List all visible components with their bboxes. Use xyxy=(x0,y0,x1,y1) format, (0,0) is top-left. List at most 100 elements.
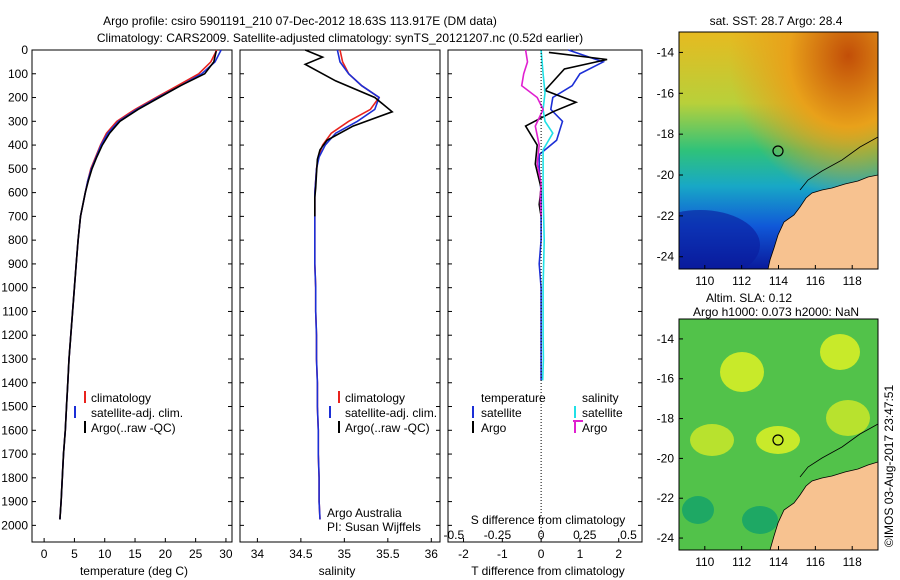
salinity-x-tick-label: 34.5 xyxy=(289,547,313,561)
depth-tick-label: 400 xyxy=(8,138,28,152)
depth-tick-label: 700 xyxy=(8,209,28,223)
depth-tick-label: 1000 xyxy=(1,281,28,295)
depth-tick-label: 1300 xyxy=(1,352,28,366)
legend-label-sal-satellite: satellite xyxy=(582,406,623,420)
map-x-tick-label: 114 xyxy=(769,555,788,569)
series-line-argo-raw-qc- xyxy=(303,49,394,217)
series-line-temperature-satellite xyxy=(538,49,606,381)
sst-map-title: sat. SST: 28.7 Argo: 28.4 xyxy=(710,14,843,28)
map-x-tick-label: 110 xyxy=(695,555,714,569)
depth-tick-label: 300 xyxy=(8,114,28,128)
sla-high-patch xyxy=(820,334,860,370)
map-x-tick-label: 116 xyxy=(806,555,825,569)
sla-argo-location-marker xyxy=(772,434,784,446)
salinity-xlabel: salinity xyxy=(319,564,356,578)
depth-tick-label: 600 xyxy=(8,186,28,200)
sla-low-patch xyxy=(742,506,778,534)
difference-x-tick-label: 1 xyxy=(577,547,584,561)
salinity-note-1: Argo Australia xyxy=(327,506,402,520)
legend-label-satellite: satellite-adj. clim. xyxy=(91,406,183,420)
depth-tick-label: 1500 xyxy=(1,400,28,414)
sla-map-axes: -14 -16 -18 -20 -22 -24 110 112 114 116 118 xyxy=(657,332,862,569)
salinity-difference-tick-label: -0.5 xyxy=(443,528,464,542)
sla-map-title-1: Altim. SLA: 0.12 xyxy=(706,291,792,305)
map-y-tick-label: -18 xyxy=(657,412,675,426)
map-y-tick-label: -24 xyxy=(657,531,675,545)
difference-top-axis-label: S difference from climatology xyxy=(471,513,626,527)
depth-tick-label: 800 xyxy=(8,233,28,247)
map-x-tick-label: 116 xyxy=(806,274,825,288)
map-x-tick-label: 110 xyxy=(695,274,714,288)
depth-tick-label: 1900 xyxy=(1,495,28,509)
depth-tick-label: 1700 xyxy=(1,447,28,461)
series-line-temperature-argo xyxy=(524,51,608,217)
sla-high-patch xyxy=(690,424,734,456)
map-x-tick-label: 118 xyxy=(843,274,862,288)
series-line-salinity-satellite xyxy=(540,49,554,381)
depth-tick-label: 500 xyxy=(8,162,28,176)
legend-title-salinity: salinity xyxy=(582,391,619,405)
difference-plot: -2 -1 0 1 2 -0.5 -0.25 0 0.25 0.5 xyxy=(443,49,637,561)
salinity-difference-tick-label: 0 xyxy=(538,528,545,542)
title-line-2: Climatology: CARS2009. Satellite-adjuste… xyxy=(97,31,583,45)
depth-tick-label: 200 xyxy=(8,91,28,105)
map-x-tick-label: 112 xyxy=(732,274,751,288)
depth-tick-label: 1200 xyxy=(1,328,28,342)
map-y-tick-label: -20 xyxy=(657,451,675,465)
map-y-tick-label: -14 xyxy=(657,45,675,59)
legend-label-satellite: satellite-adj. clim. xyxy=(345,406,437,420)
legend-label-sal-argo: Argo xyxy=(582,421,608,435)
difference-x-tick-label: 0 xyxy=(538,547,545,561)
sla-low-patch xyxy=(682,496,714,524)
depth-tick-label: 1600 xyxy=(1,423,28,437)
salinity-panel-frame xyxy=(239,49,441,543)
salinity-x-tick-label: 35.5 xyxy=(376,547,400,561)
salinity-difference-tick-label: 0.5 xyxy=(620,528,637,542)
sst-land xyxy=(767,174,878,269)
salinity-x-tick-label: 35 xyxy=(338,547,352,561)
salinity-note-2: PI: Susan Wijffels xyxy=(327,520,421,534)
legend-label-temp-satellite: satellite xyxy=(481,406,522,420)
temperature-x-tick-label: 0 xyxy=(41,547,48,561)
sst-argo-location-marker xyxy=(772,145,784,157)
map-x-tick-label: 112 xyxy=(732,555,751,569)
legend-label-argo: Argo(..raw -QC) xyxy=(91,421,176,435)
temperature-x-tick-label: 20 xyxy=(159,547,173,561)
depth-tick-label: 900 xyxy=(8,257,28,271)
map-y-tick-label: -20 xyxy=(657,168,675,182)
legend-title-temperature: temperature xyxy=(481,391,546,405)
map-y-tick-label: -22 xyxy=(657,209,675,223)
difference-x-tick-label: -1 xyxy=(497,547,508,561)
difference-xlabel: T difference from climatology xyxy=(471,564,625,578)
sla-high-patch xyxy=(826,400,870,436)
depth-tick-label: 100 xyxy=(8,67,28,81)
salinity-x-tick-label: 34 xyxy=(251,547,265,561)
temperature-x-tick-label: 15 xyxy=(128,547,142,561)
series-line-argo-raw-qc- xyxy=(59,51,217,520)
temperature-legend: climatology satellite-adj. clim. Argo(..… xyxy=(74,391,183,435)
temperature-x-tick-label: 5 xyxy=(71,547,78,561)
salinity-legend: climatology satellite-adj. clim. Argo(..… xyxy=(329,391,437,435)
temperature-x-tick-label: 30 xyxy=(219,547,233,561)
sst-coastline-offshore xyxy=(799,136,878,191)
sla-coastline-offshore xyxy=(799,423,878,478)
legend-label-argo: Argo(..raw -QC) xyxy=(345,421,430,435)
depth-tick-label: 1800 xyxy=(1,471,28,485)
temperature-xlabel: temperature (deg C) xyxy=(80,564,188,578)
salinity-x-tick-label: 36 xyxy=(425,547,439,561)
map-y-tick-label: -14 xyxy=(657,332,675,346)
depth-tick-label: 1400 xyxy=(1,376,28,390)
sst-map: sat. SST: 28.7 Argo: 28.4 -14 -16 -18 -20 -2… xyxy=(657,14,879,288)
temperature-x-tick-label: 10 xyxy=(98,547,112,561)
map-y-tick-label: -24 xyxy=(657,250,675,264)
map-y-tick-label: -18 xyxy=(657,127,675,141)
sla-map: Altim. SLA: 0.12 Argo h1000: 0.073 h2000… xyxy=(657,291,879,569)
salinity-difference-tick-label: 0.25 xyxy=(573,528,597,542)
sla-map-title-2: Argo h1000: 0.073 h2000: NaN xyxy=(693,305,859,319)
map-x-tick-label: 114 xyxy=(769,274,788,288)
series-line-salinity-argo xyxy=(520,49,544,217)
map-x-tick-label: 118 xyxy=(843,555,862,569)
sla-high-patch xyxy=(720,352,764,392)
difference-x-tick-label: -2 xyxy=(458,547,469,561)
